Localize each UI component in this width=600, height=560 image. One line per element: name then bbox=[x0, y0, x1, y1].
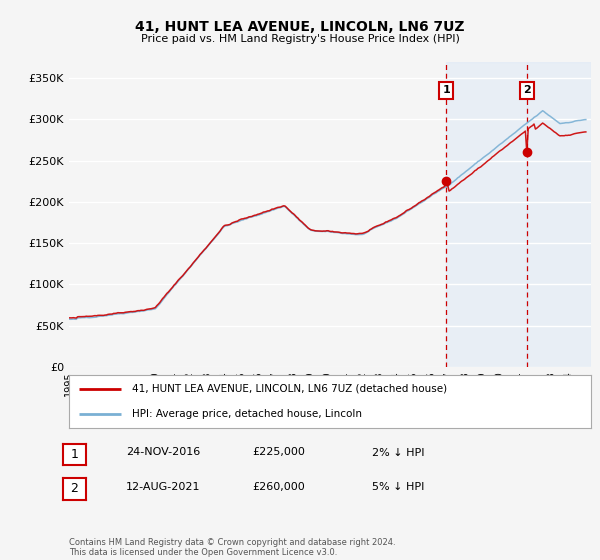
Text: 2: 2 bbox=[523, 86, 531, 95]
Text: 2% ↓ HPI: 2% ↓ HPI bbox=[372, 447, 425, 458]
Text: 12-AUG-2021: 12-AUG-2021 bbox=[126, 482, 200, 492]
Text: Contains HM Land Registry data © Crown copyright and database right 2024.
This d: Contains HM Land Registry data © Crown c… bbox=[69, 538, 395, 557]
Text: 1: 1 bbox=[442, 86, 450, 95]
Text: 41, HUNT LEA AVENUE, LINCOLN, LN6 7UZ: 41, HUNT LEA AVENUE, LINCOLN, LN6 7UZ bbox=[135, 20, 465, 34]
Bar bbox=[446, 62, 527, 367]
Text: 5% ↓ HPI: 5% ↓ HPI bbox=[372, 482, 424, 492]
Text: Price paid vs. HM Land Registry's House Price Index (HPI): Price paid vs. HM Land Registry's House … bbox=[140, 34, 460, 44]
Text: £225,000: £225,000 bbox=[252, 447, 305, 458]
Bar bbox=[527, 62, 591, 367]
Text: 24-NOV-2016: 24-NOV-2016 bbox=[126, 447, 200, 458]
Text: 1: 1 bbox=[70, 447, 79, 461]
Text: 2: 2 bbox=[70, 482, 79, 496]
Text: HPI: Average price, detached house, Lincoln: HPI: Average price, detached house, Linc… bbox=[131, 408, 362, 418]
Text: £260,000: £260,000 bbox=[252, 482, 305, 492]
Text: 41, HUNT LEA AVENUE, LINCOLN, LN6 7UZ (detached house): 41, HUNT LEA AVENUE, LINCOLN, LN6 7UZ (d… bbox=[131, 384, 447, 394]
